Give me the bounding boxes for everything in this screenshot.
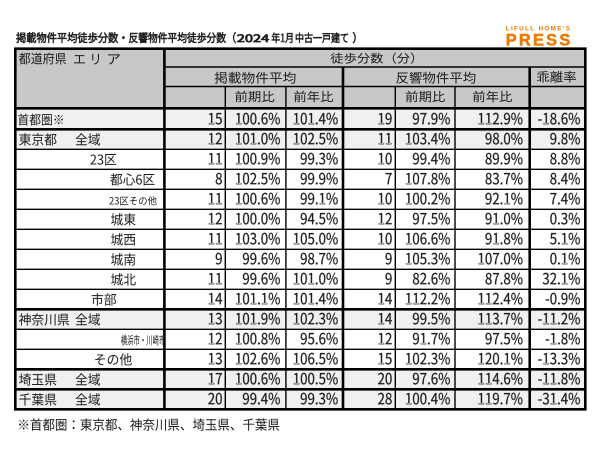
svg-text:LIFULL HOME’S: LIFULL HOME’S	[506, 25, 571, 32]
svg-text:PRESS: PRESS	[506, 32, 571, 50]
